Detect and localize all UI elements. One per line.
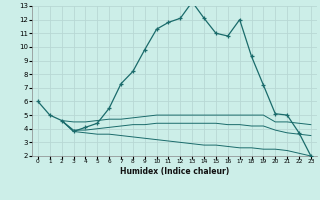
X-axis label: Humidex (Indice chaleur): Humidex (Indice chaleur) xyxy=(120,167,229,176)
